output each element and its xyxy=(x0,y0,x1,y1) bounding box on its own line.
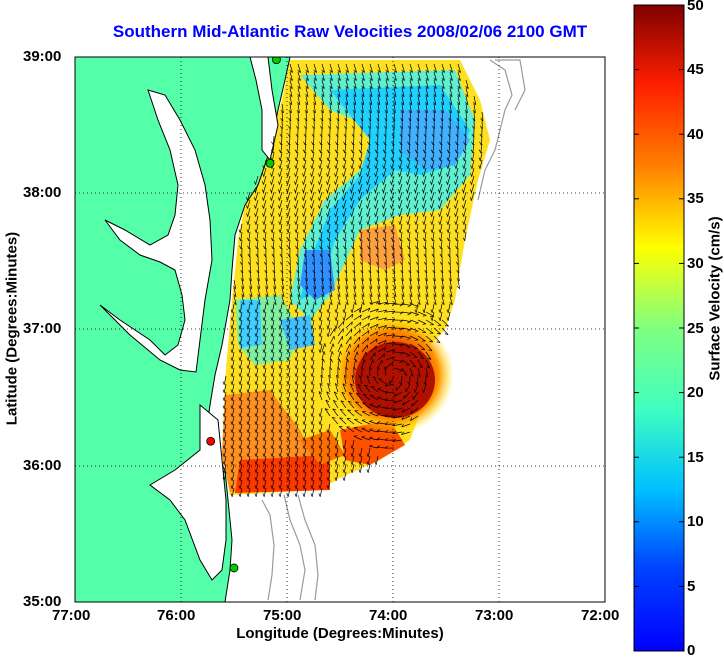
colorbar-tick-label: 40 xyxy=(687,126,704,143)
y-tick-label: 37:00 xyxy=(23,320,62,337)
colorbar-tick-label: 30 xyxy=(687,255,704,272)
station-markers xyxy=(206,57,281,573)
colorbar-tick-label: 15 xyxy=(687,449,704,466)
y-axis-label: Latitude (Degrees:Minutes) xyxy=(3,231,21,426)
colorbar-tick-label: 45 xyxy=(687,61,704,78)
x-tick-label: 74:00 xyxy=(369,607,408,624)
velocity-arrow xyxy=(222,63,484,497)
map-frame xyxy=(74,56,606,603)
bathymetry-contours xyxy=(261,59,526,601)
colorbar-tick-label: 10 xyxy=(687,513,704,530)
x-tick-label: 73:00 xyxy=(475,607,514,624)
colorbar-tick-label: 20 xyxy=(687,384,704,401)
x-tick-label: 75:00 xyxy=(263,607,302,624)
y-tick-label: 36:00 xyxy=(23,457,62,474)
station-marker xyxy=(229,563,239,573)
x-tick-label: 72:00 xyxy=(581,607,620,624)
y-tick-label: 35:00 xyxy=(23,593,62,610)
land xyxy=(75,57,291,602)
x-axis-label: Longitude (Degrees:Minutes) xyxy=(236,625,444,642)
colorbar-tick-label: 25 xyxy=(687,320,704,337)
station-marker xyxy=(206,436,216,446)
colorbar-tick-label: 35 xyxy=(687,190,704,207)
grid-lines xyxy=(75,57,605,602)
colorbar-tick-label: 5 xyxy=(687,578,696,595)
colorbar-tick-label: 50 xyxy=(687,0,704,14)
x-tick-label: 76:00 xyxy=(157,607,196,624)
colorbar-label: Surface Velocity (cm/s) xyxy=(706,216,724,381)
velocity-arrows xyxy=(222,63,484,497)
colorbar xyxy=(634,5,684,651)
x-tick-label: 77:00 xyxy=(52,607,91,624)
station-marker xyxy=(265,158,275,168)
map-title: Southern Mid-Atlantic Raw Velocities 200… xyxy=(112,22,588,41)
y-tick-label: 39:00 xyxy=(23,48,62,65)
station-marker xyxy=(272,57,281,65)
y-tick-label: 38:00 xyxy=(23,184,62,201)
colorbar-tick-label: 0 xyxy=(687,642,696,659)
